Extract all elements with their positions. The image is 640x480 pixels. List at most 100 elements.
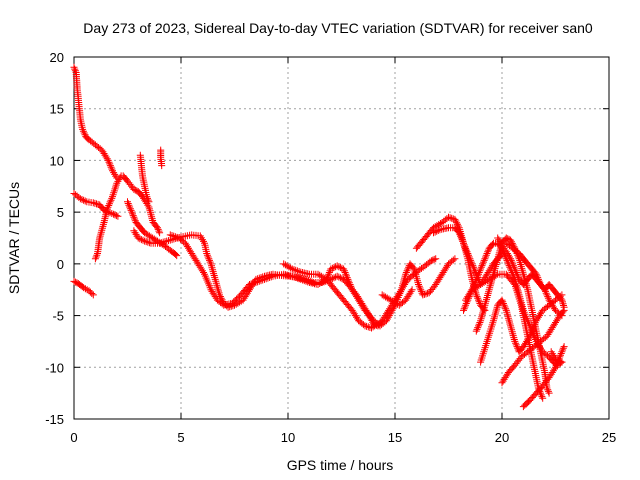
data-point bbox=[70, 277, 78, 285]
data-point bbox=[255, 277, 263, 285]
data-point bbox=[533, 272, 541, 280]
data-point bbox=[543, 384, 551, 392]
data-point bbox=[474, 324, 482, 332]
data-point bbox=[206, 256, 213, 264]
data-point bbox=[506, 253, 513, 261]
data-point bbox=[454, 228, 462, 235]
data-point bbox=[110, 189, 118, 197]
data-point bbox=[483, 250, 491, 257]
data-point bbox=[261, 275, 268, 283]
data-point bbox=[474, 272, 482, 280]
data-point bbox=[402, 270, 410, 278]
data-point bbox=[557, 350, 565, 357]
data-point bbox=[106, 198, 114, 206]
data-point bbox=[262, 275, 270, 283]
data-point bbox=[544, 293, 552, 301]
data-point bbox=[460, 306, 467, 314]
data-point bbox=[131, 229, 139, 237]
data-point bbox=[345, 277, 353, 285]
data-point bbox=[461, 243, 469, 251]
data-point bbox=[103, 205, 111, 213]
data-point bbox=[512, 341, 520, 349]
data-point bbox=[464, 250, 472, 257]
data-point bbox=[204, 253, 212, 261]
data-point bbox=[481, 255, 489, 263]
data-point bbox=[456, 231, 464, 239]
data-point bbox=[470, 265, 478, 273]
data-point bbox=[544, 386, 552, 394]
data-point bbox=[71, 278, 79, 286]
data-point bbox=[336, 274, 344, 282]
data-point bbox=[297, 275, 305, 283]
data-point bbox=[558, 358, 566, 366]
y-axis-label: SDTVAR / TECUs bbox=[6, 182, 22, 294]
y-tick-label: 5 bbox=[57, 205, 64, 220]
data-point bbox=[432, 255, 440, 263]
data-point bbox=[107, 196, 115, 204]
data-point bbox=[553, 356, 561, 364]
data-point bbox=[198, 236, 206, 244]
data-point bbox=[372, 321, 380, 329]
data-point bbox=[259, 276, 267, 284]
data-point bbox=[111, 170, 119, 178]
data-point bbox=[288, 272, 296, 280]
data-point bbox=[557, 351, 564, 359]
data-point bbox=[417, 286, 425, 294]
y-tick-label: 10 bbox=[50, 153, 64, 168]
data-point bbox=[346, 281, 354, 288]
data-point bbox=[343, 274, 351, 282]
data-point bbox=[89, 199, 97, 207]
data-point bbox=[124, 198, 131, 206]
data-point bbox=[472, 291, 480, 299]
chart-title: Day 273 of 2023, Sidereal Day-to-day VTE… bbox=[83, 20, 593, 36]
data-point bbox=[531, 269, 539, 277]
data-point bbox=[341, 269, 349, 276]
data-point bbox=[76, 195, 84, 203]
data-point bbox=[507, 256, 515, 264]
data-point bbox=[347, 282, 355, 290]
data-point bbox=[457, 234, 465, 242]
data-point bbox=[480, 258, 487, 266]
data-point bbox=[166, 231, 174, 239]
data-point bbox=[552, 362, 560, 370]
data-point bbox=[105, 202, 113, 209]
data-point bbox=[555, 357, 563, 365]
data-point bbox=[290, 266, 298, 274]
data-point bbox=[340, 265, 348, 273]
data-point bbox=[539, 394, 547, 402]
data-point bbox=[415, 281, 422, 288]
data-point bbox=[538, 393, 546, 401]
data-point bbox=[416, 284, 424, 292]
data-point bbox=[429, 256, 437, 264]
data-point bbox=[128, 208, 136, 216]
data-point bbox=[545, 389, 553, 397]
data-point bbox=[79, 127, 87, 135]
data-point bbox=[131, 215, 139, 223]
data-point bbox=[560, 306, 568, 314]
data-point bbox=[453, 219, 461, 227]
data-point bbox=[525, 334, 533, 342]
data-point bbox=[71, 67, 79, 75]
y-tick-labels: -15 -10 -5 0 5 10 15 20 bbox=[45, 50, 64, 427]
data-point bbox=[560, 343, 568, 351]
data-point bbox=[458, 236, 466, 244]
data-point bbox=[139, 236, 147, 244]
data-point bbox=[172, 251, 180, 258]
data-point bbox=[154, 225, 162, 233]
data-point bbox=[476, 267, 484, 275]
data-point bbox=[287, 264, 295, 272]
data-point bbox=[333, 262, 341, 270]
data-point bbox=[477, 265, 485, 273]
data-point bbox=[475, 320, 483, 328]
data-point bbox=[422, 290, 430, 298]
data-point bbox=[475, 269, 483, 276]
data-point bbox=[484, 248, 492, 256]
data-point bbox=[475, 270, 482, 278]
data-point bbox=[479, 260, 487, 268]
data-point bbox=[129, 210, 136, 218]
data-point bbox=[137, 236, 145, 244]
data-point bbox=[455, 229, 463, 237]
x-tick-label: 10 bbox=[281, 430, 295, 445]
data-point bbox=[345, 279, 353, 287]
